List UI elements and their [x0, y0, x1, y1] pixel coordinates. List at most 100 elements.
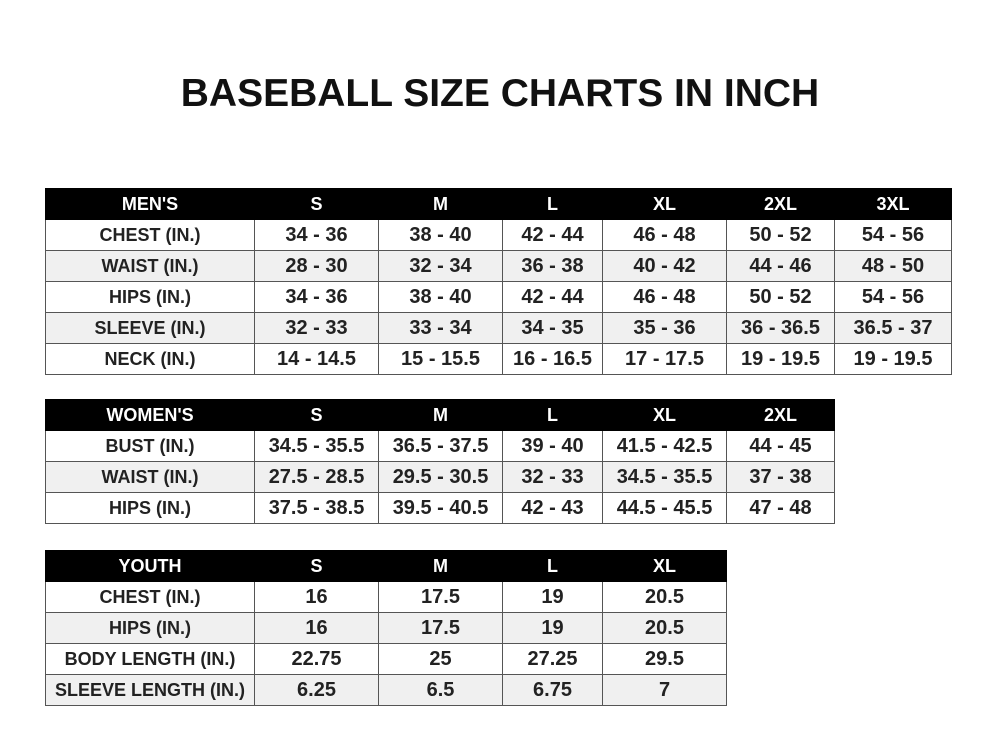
size-value-cell: 42 - 43	[502, 492, 603, 524]
measurement-label: HIPS (IN.)	[45, 612, 255, 644]
table-category-header: MEN'S	[45, 188, 255, 220]
size-value-cell: 42 - 44	[502, 281, 603, 313]
size-value-cell: 28 - 30	[254, 250, 379, 282]
size-value-cell: 41.5 - 42.5	[602, 430, 727, 462]
size-value-cell: 25	[378, 643, 503, 675]
table-row: CHEST (IN.) 16 17.5 19 20.5	[45, 581, 727, 613]
size-value-cell: 42 - 44	[502, 219, 603, 251]
table-row: HIPS (IN.) 16 17.5 19 20.5	[45, 612, 727, 644]
size-column-header: M	[378, 550, 503, 582]
size-column-header: 3XL	[834, 188, 952, 220]
size-value-cell: 48 - 50	[834, 250, 952, 282]
size-value-cell: 44.5 - 45.5	[602, 492, 727, 524]
size-value-cell: 17.5	[378, 581, 503, 613]
measurement-label: WAIST (IN.)	[45, 461, 255, 493]
measurement-label: CHEST (IN.)	[45, 219, 255, 251]
size-value-cell: 54 - 56	[834, 281, 952, 313]
size-value-cell: 37.5 - 38.5	[254, 492, 379, 524]
size-value-cell: 32 - 34	[378, 250, 503, 282]
size-value-cell: 36 - 36.5	[726, 312, 835, 344]
size-column-header: XL	[602, 399, 727, 431]
size-value-cell: 15 - 15.5	[378, 343, 503, 375]
size-value-cell: 35 - 36	[602, 312, 727, 344]
size-value-cell: 36.5 - 37	[834, 312, 952, 344]
table-row: WAIST (IN.) 27.5 - 28.5 29.5 - 30.5 32 - 33…	[45, 461, 835, 493]
size-column-header: L	[502, 399, 603, 431]
size-value-cell: 46 - 48	[602, 281, 727, 313]
size-value-cell: 34 - 35	[502, 312, 603, 344]
size-value-cell: 29.5 - 30.5	[378, 461, 503, 493]
size-column-header: M	[378, 399, 503, 431]
size-value-cell: 16 - 16.5	[502, 343, 603, 375]
table-row: CHEST (IN.) 34 - 36 38 - 40 42 - 44 46 - 48 5…	[45, 219, 952, 251]
measurement-label: BUST (IN.)	[45, 430, 255, 462]
size-value-cell: 34.5 - 35.5	[254, 430, 379, 462]
mens-size-table: MEN'S S M L XL 2XL 3XL CHEST (IN.) 34 - 36 38 - 4…	[45, 188, 952, 375]
size-value-cell: 50 - 52	[726, 219, 835, 251]
size-column-header: L	[502, 188, 603, 220]
size-value-cell: 17.5	[378, 612, 503, 644]
size-value-cell: 54 - 56	[834, 219, 952, 251]
womens-size-table: WOMEN'S S M L XL 2XL BUST (IN.) 34.5 - 35.5 36.5…	[45, 399, 835, 524]
size-value-cell: 34 - 36	[254, 281, 379, 313]
measurement-label: BODY LENGTH (IN.)	[45, 643, 255, 675]
measurement-label: CHEST (IN.)	[45, 581, 255, 613]
size-value-cell: 19 - 19.5	[834, 343, 952, 375]
size-value-cell: 14 - 14.5	[254, 343, 379, 375]
youth-size-table: YOUTH S M L XL CHEST (IN.) 16 17.5 19 20.5 HIPS (I…	[45, 550, 727, 706]
measurement-label: SLEEVE (IN.)	[45, 312, 255, 344]
header-row: WOMEN'S S M L XL 2XL	[45, 399, 835, 431]
size-value-cell: 44 - 46	[726, 250, 835, 282]
size-column-header: S	[254, 188, 379, 220]
size-value-cell: 46 - 48	[602, 219, 727, 251]
table-row: BUST (IN.) 34.5 - 35.5 36.5 - 37.5 39 - 40 4…	[45, 430, 835, 462]
size-value-cell: 6.25	[254, 674, 379, 706]
size-column-header: S	[254, 550, 379, 582]
size-value-cell: 37 - 38	[726, 461, 835, 493]
table-category-header: YOUTH	[45, 550, 255, 582]
size-value-cell: 40 - 42	[602, 250, 727, 282]
size-value-cell: 20.5	[602, 581, 727, 613]
size-column-header: 2XL	[726, 399, 835, 431]
size-value-cell: 16	[254, 581, 379, 613]
size-value-cell: 36.5 - 37.5	[378, 430, 503, 462]
measurement-label: HIPS (IN.)	[45, 281, 255, 313]
table-row: SLEEVE (IN.) 32 - 33 33 - 34 34 - 35 35 - 36…	[45, 312, 952, 344]
table-row: HIPS (IN.) 37.5 - 38.5 39.5 - 40.5 42 - 43 4…	[45, 492, 835, 524]
size-value-cell: 16	[254, 612, 379, 644]
size-value-cell: 19	[502, 581, 603, 613]
size-column-header: S	[254, 399, 379, 431]
size-column-header: XL	[602, 550, 727, 582]
size-value-cell: 39.5 - 40.5	[378, 492, 503, 524]
size-value-cell: 7	[602, 674, 727, 706]
size-value-cell: 36 - 38	[502, 250, 603, 282]
table-row: HIPS (IN.) 34 - 36 38 - 40 42 - 44 46 - 48 50…	[45, 281, 952, 313]
size-column-header: 2XL	[726, 188, 835, 220]
measurement-label: WAIST (IN.)	[45, 250, 255, 282]
size-value-cell: 6.75	[502, 674, 603, 706]
size-value-cell: 34.5 - 35.5	[602, 461, 727, 493]
header-row: MEN'S S M L XL 2XL 3XL	[45, 188, 952, 220]
size-value-cell: 20.5	[602, 612, 727, 644]
measurement-label: HIPS (IN.)	[45, 492, 255, 524]
size-value-cell: 17 - 17.5	[602, 343, 727, 375]
measurement-label: SLEEVE LENGTH (IN.)	[45, 674, 255, 706]
table-row: NECK (IN.) 14 - 14.5 15 - 15.5 16 - 16.5 17 …	[45, 343, 952, 375]
size-value-cell: 33 - 34	[378, 312, 503, 344]
size-column-header: M	[378, 188, 503, 220]
size-value-cell: 39 - 40	[502, 430, 603, 462]
size-value-cell: 38 - 40	[378, 281, 503, 313]
size-value-cell: 44 - 45	[726, 430, 835, 462]
size-value-cell: 19	[502, 612, 603, 644]
size-value-cell: 27.5 - 28.5	[254, 461, 379, 493]
size-value-cell: 22.75	[254, 643, 379, 675]
table-row: WAIST (IN.) 28 - 30 32 - 34 36 - 38 40 - 42 4…	[45, 250, 952, 282]
table-category-header: WOMEN'S	[45, 399, 255, 431]
table-row: SLEEVE LENGTH (IN.) 6.25 6.5 6.75 7	[45, 674, 727, 706]
header-row: YOUTH S M L XL	[45, 550, 727, 582]
size-value-cell: 32 - 33	[254, 312, 379, 344]
measurement-label: NECK (IN.)	[45, 343, 255, 375]
table-row: BODY LENGTH (IN.) 22.75 25 27.25 29.5	[45, 643, 727, 675]
size-value-cell: 50 - 52	[726, 281, 835, 313]
